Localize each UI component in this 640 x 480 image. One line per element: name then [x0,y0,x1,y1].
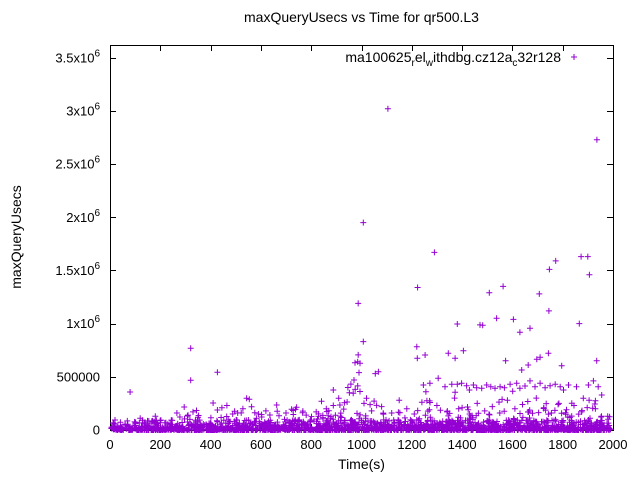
legend-text-segment: 32r128 [517,49,561,65]
x-tick-label: 1200 [397,437,426,452]
legend-subscript: w [425,57,433,69]
x-tick-label: 600 [250,437,272,452]
x-axis-label: Time(s) [338,456,385,472]
legend-sample-marker [571,54,577,60]
x-tick-label: 1600 [498,437,527,452]
x-tick-label: 400 [200,437,222,452]
y-tick-label: 2.5x106 [55,155,100,172]
x-tick-label: 1400 [448,437,477,452]
y-tick-label: 500000 [57,369,100,384]
y-tick-label: 2x106 [66,208,100,225]
x-tick-label: 0 [106,437,113,452]
x-tick-label: 800 [300,437,322,452]
legend-subscript: r [411,57,415,69]
x-tick-label: 2000 [599,437,628,452]
y-tick-label: 1.5x106 [55,261,100,278]
legend-text-segment: ithdbg.cz12a [433,49,513,65]
legend-text-segment: ma100625 [345,49,412,65]
y-tick-label: 3x106 [66,101,100,118]
y-tick-label: 0 [93,423,100,438]
legend-series-label: ma100625relwithdbg.cz12ac32r128 [345,49,561,68]
y-tick-label: 3.5x106 [55,48,100,65]
x-tick-label: 1800 [548,437,577,452]
y-axis-label: maxQueryUsecs [8,185,24,289]
chart-title: maxQueryUsecs vs Time for qr500.L3 [244,9,479,25]
dense-band-markers [108,395,614,433]
data-point-markers [112,105,605,423]
legend-text-segment: el [414,49,426,65]
y-tick-label: 1x106 [66,314,100,331]
x-tick-label: 1000 [347,437,376,452]
legend-subscript: c [512,57,518,69]
x-tick-label: 200 [149,437,171,452]
